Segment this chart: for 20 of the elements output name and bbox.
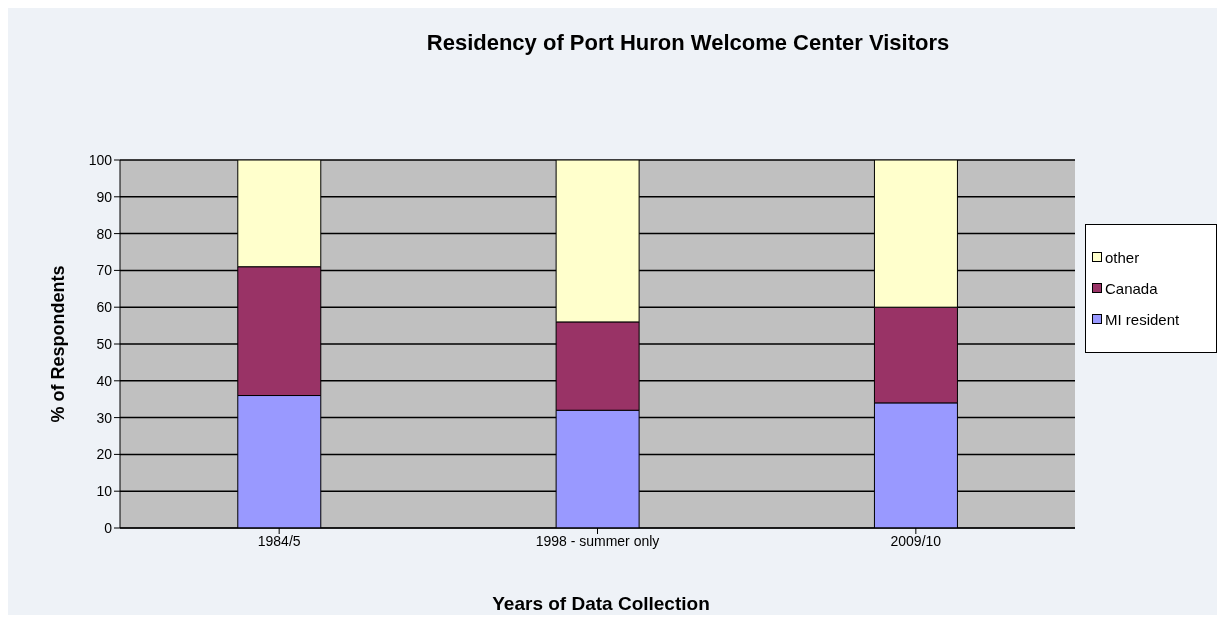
y-axis-title: % of Respondents [48, 265, 69, 423]
legend-label: other [1105, 248, 1140, 266]
y-tick-label: 60 [96, 299, 113, 316]
x-axis-title: Years of Data Collection [491, 593, 711, 615]
x-tick-label: 1998 - summer only [535, 532, 660, 549]
chart-title: Residency of Port Huron Welcome Center Visitors [425, 30, 951, 56]
y-tick-label: 70 [96, 262, 113, 279]
legend-label: Canada [1105, 279, 1158, 297]
legend-label: MI resident [1105, 310, 1180, 328]
y-tick-label: 20 [96, 446, 113, 463]
x-tick-label: 2009/10 [890, 532, 942, 549]
y-tick-label: 90 [96, 188, 113, 205]
x-tick-label: 1984/5 [257, 532, 301, 549]
y-tick-label: 0 [104, 519, 113, 536]
y-tick-label: 30 [96, 409, 113, 426]
y-tick-label: 80 [96, 225, 113, 242]
y-tick-label: 100 [88, 151, 113, 168]
y-tick-label: 50 [96, 335, 113, 352]
y-tick-label: 10 [96, 483, 113, 500]
y-tick-label: 40 [96, 372, 113, 389]
